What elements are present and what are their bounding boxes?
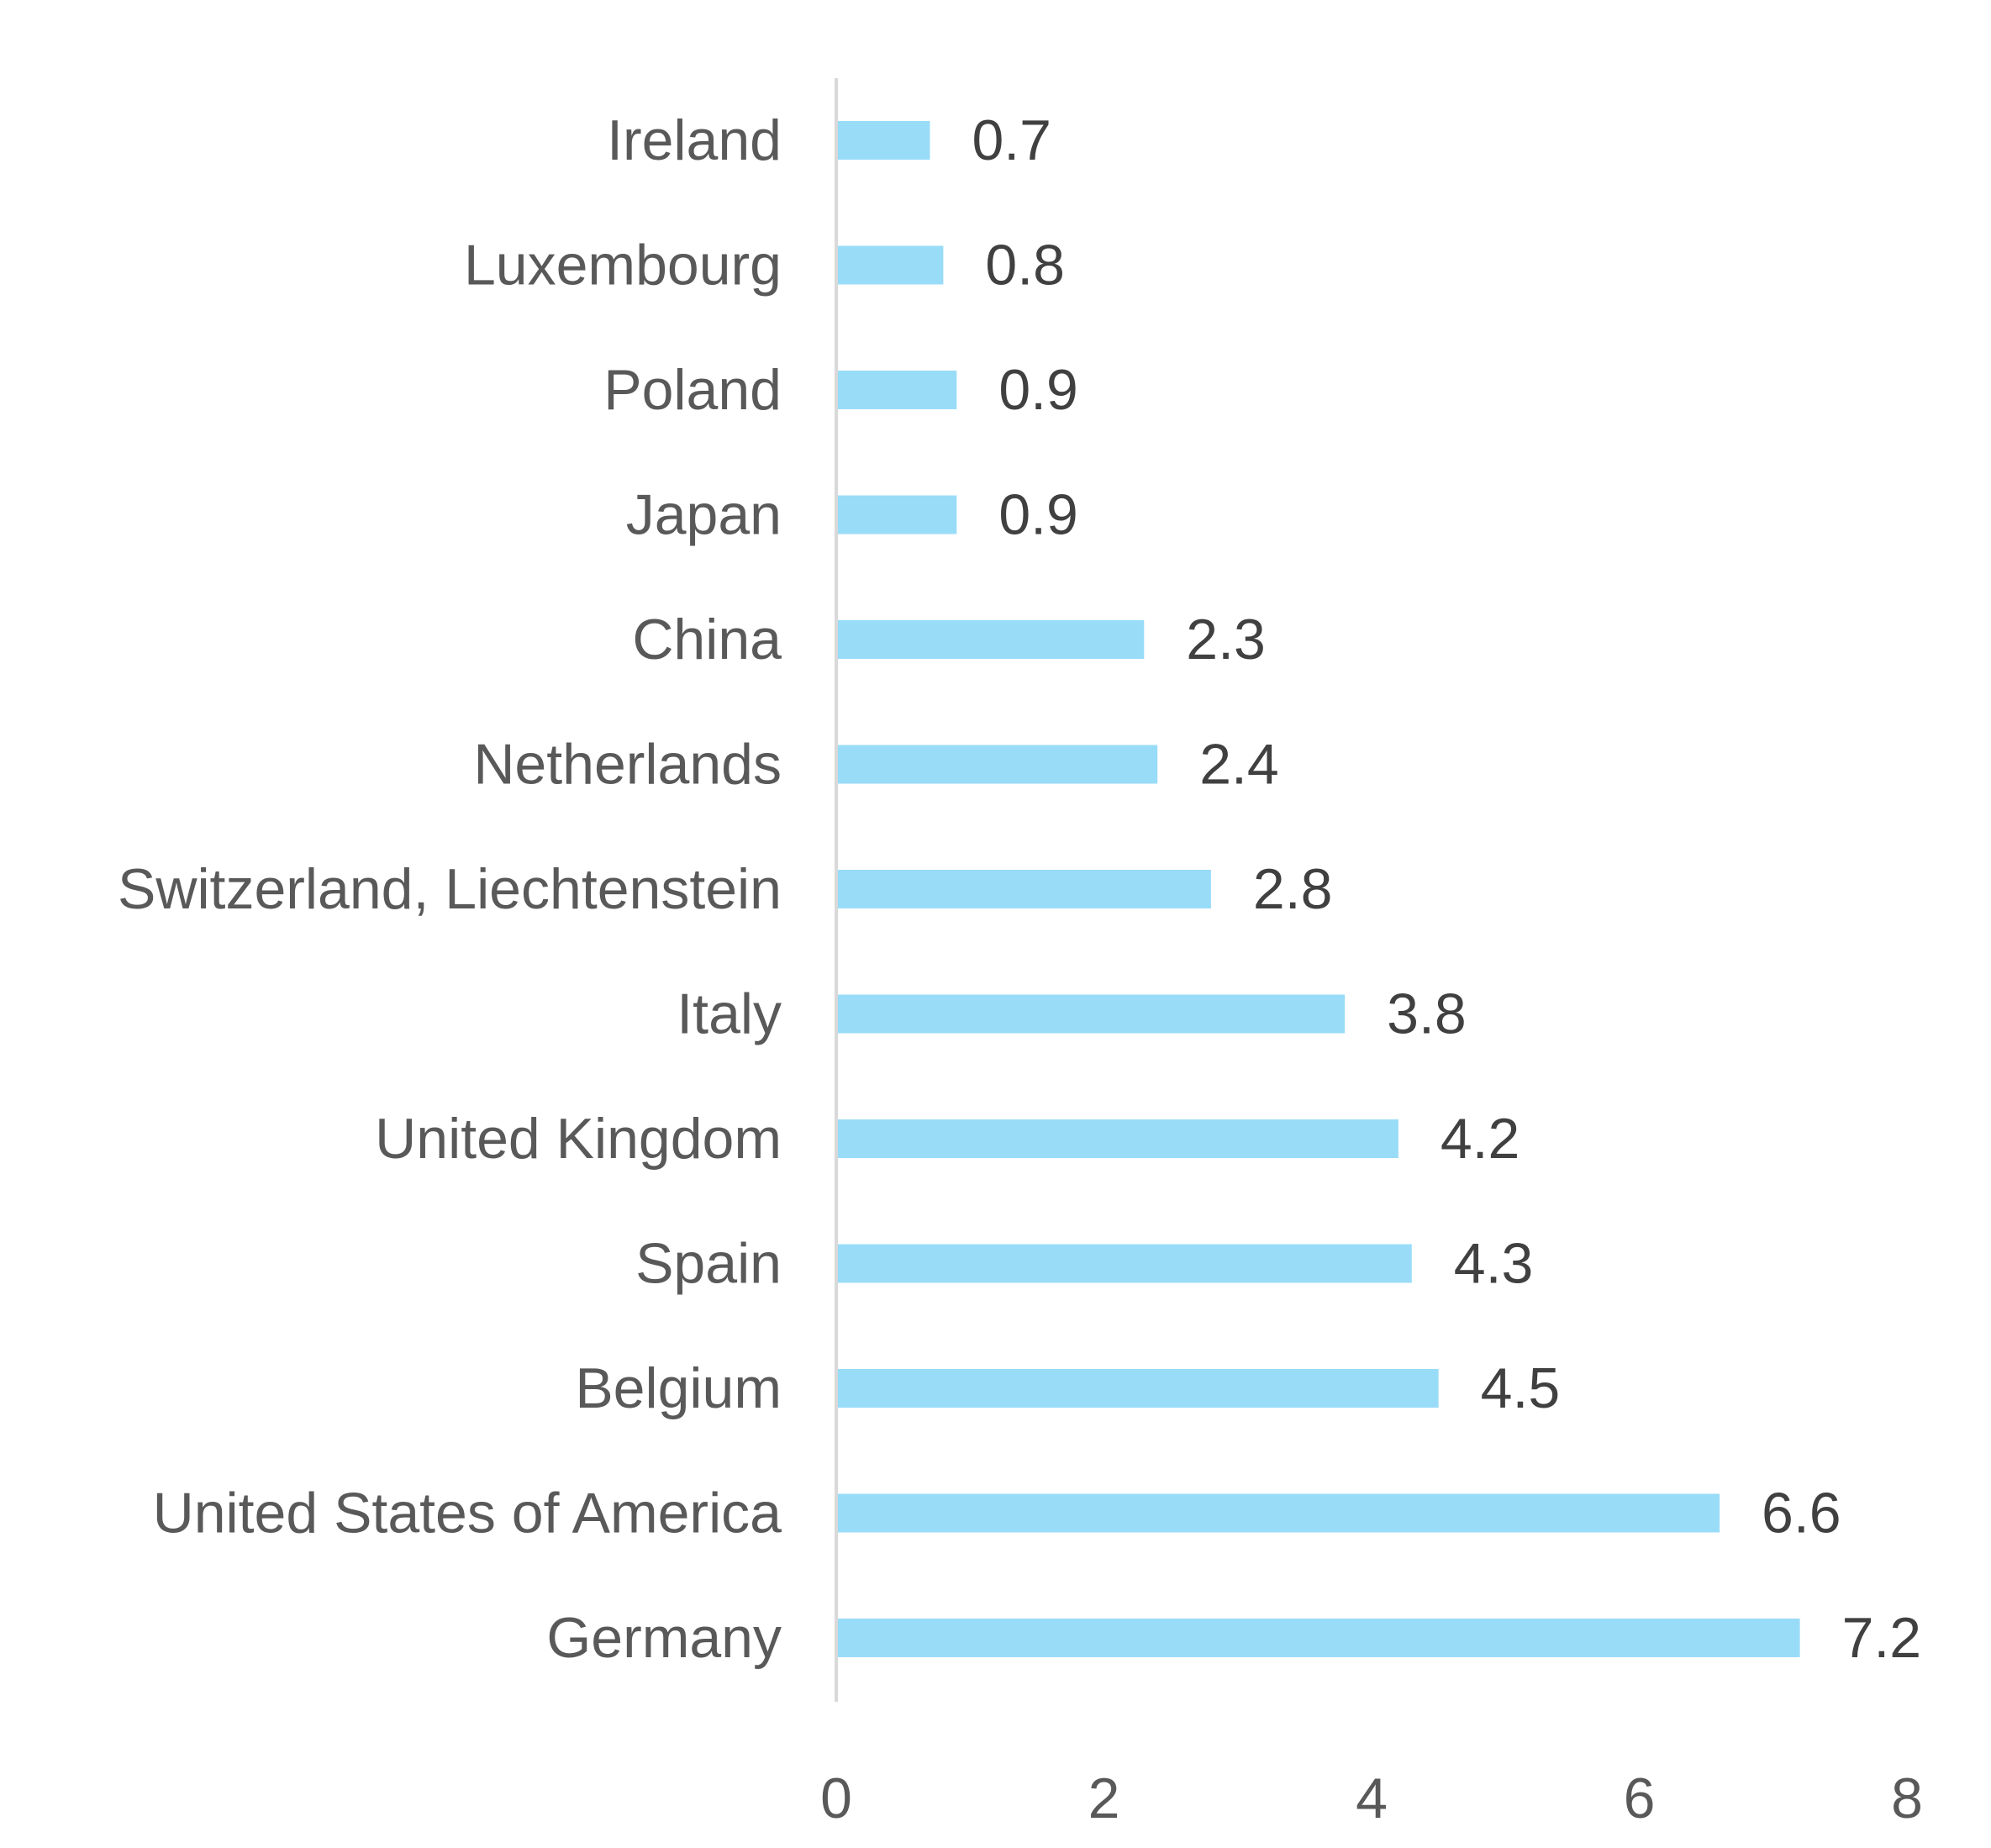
data-label: 4.2 [1441,1107,1520,1171]
bar [836,121,930,160]
bar [836,371,957,409]
data-label: 3.8 [1387,982,1467,1046]
data-label: 4.5 [1481,1356,1561,1420]
x-tick-label: 0 [820,1766,852,1830]
x-tick-label: 4 [1356,1766,1388,1830]
category-label: Switzerland, Liechtenstein [118,857,782,921]
bar [836,495,957,534]
category-label: Luxembourg [464,234,782,297]
bar [836,1244,1412,1283]
category-label: Germany [546,1606,782,1670]
data-label: 0.9 [998,483,1078,547]
x-tick-label: 6 [1624,1766,1656,1830]
data-label: 2.8 [1253,857,1333,921]
value-labels: 0.7 0.8 0.9 0.9 2.3 2.4 2.8 3.8 4.2 4.3 4.5 6.67.2 [972,108,1921,1670]
data-label: 7.2 [1842,1606,1922,1670]
bar [836,870,1211,908]
bar [836,1493,1720,1533]
bar [836,745,1158,784]
data-label: 0.8 [985,234,1065,297]
category-label: Ireland [607,108,782,172]
category-label: Netherlands [473,733,782,797]
category-label: United Kingdom [375,1107,782,1171]
data-label: 0.9 [998,358,1078,422]
bar [836,1119,1398,1158]
bar [836,994,1346,1034]
bar [836,1619,1800,1657]
bar [836,620,1145,659]
bar [836,1369,1439,1408]
category-labels: Ireland Luxembourg Poland Japan China Netherl… [118,108,782,1670]
bar [836,245,944,285]
x-tick-label: 8 [1891,1766,1923,1830]
data-label: 0.7 [972,108,1051,172]
x-tick-label: 2 [1088,1766,1120,1830]
category-label: Italy [677,982,782,1046]
category-label: Japan [626,483,782,547]
category-label: Spain [635,1232,782,1296]
bars-layer [836,121,1800,1657]
data-label: 6.6 [1762,1482,1841,1545]
category-label: United States of America [153,1482,782,1545]
data-label: 2.3 [1186,608,1266,671]
data-label: 2.4 [1199,733,1279,797]
category-label: China [632,608,782,671]
category-label: Poland [603,358,782,422]
data-label: 4.3 [1454,1232,1534,1296]
x-axis-tick-labels: 0 2 4 6 8 [820,1766,1923,1830]
category-label: Belgium [575,1356,782,1420]
